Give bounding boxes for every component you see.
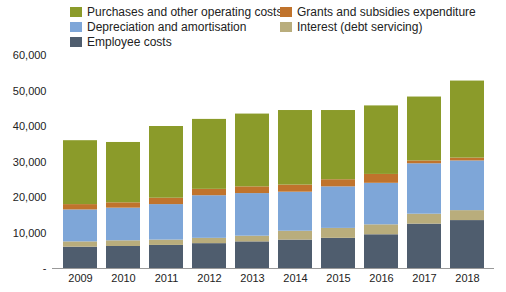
svg-text:2016: 2016 (369, 272, 393, 284)
svg-text:20,000: 20,000 (13, 191, 47, 203)
html-text:Purchases and other operating: Purchases and other operating costs (87, 5, 283, 19)
svg-text:2013: 2013 (240, 272, 264, 284)
html-text:Depreciation and amortisation: Depreciation and amortisation (87, 20, 247, 34)
svg-text:2018: 2018 (455, 272, 479, 284)
html-text:Interest (debt servicing): Interest (debt servicing) (297, 20, 423, 34)
svg-text:2009: 2009 (68, 272, 92, 284)
svg-text:-: - (43, 262, 47, 274)
svg-text:2011: 2011 (155, 272, 179, 284)
svg-text:2015: 2015 (326, 272, 350, 284)
svg-text:2012: 2012 (197, 272, 221, 284)
svg-text:2014: 2014 (283, 272, 307, 284)
svg-text:30,000: 30,000 (13, 156, 47, 168)
html-text:Employee costs: Employee costs (87, 35, 172, 49)
svg-text:60,000: 60,000 (13, 49, 47, 61)
svg-text:40,000: 40,000 (13, 120, 47, 132)
svg-text:50,000: 50,000 (13, 85, 47, 97)
svg-text:10,000: 10,000 (13, 227, 47, 239)
svg-text:2010: 2010 (111, 272, 135, 284)
html-text:Grants and subsidies expenditu: Grants and subsidies expenditure (297, 5, 476, 19)
svg-text:2017: 2017 (412, 272, 436, 284)
